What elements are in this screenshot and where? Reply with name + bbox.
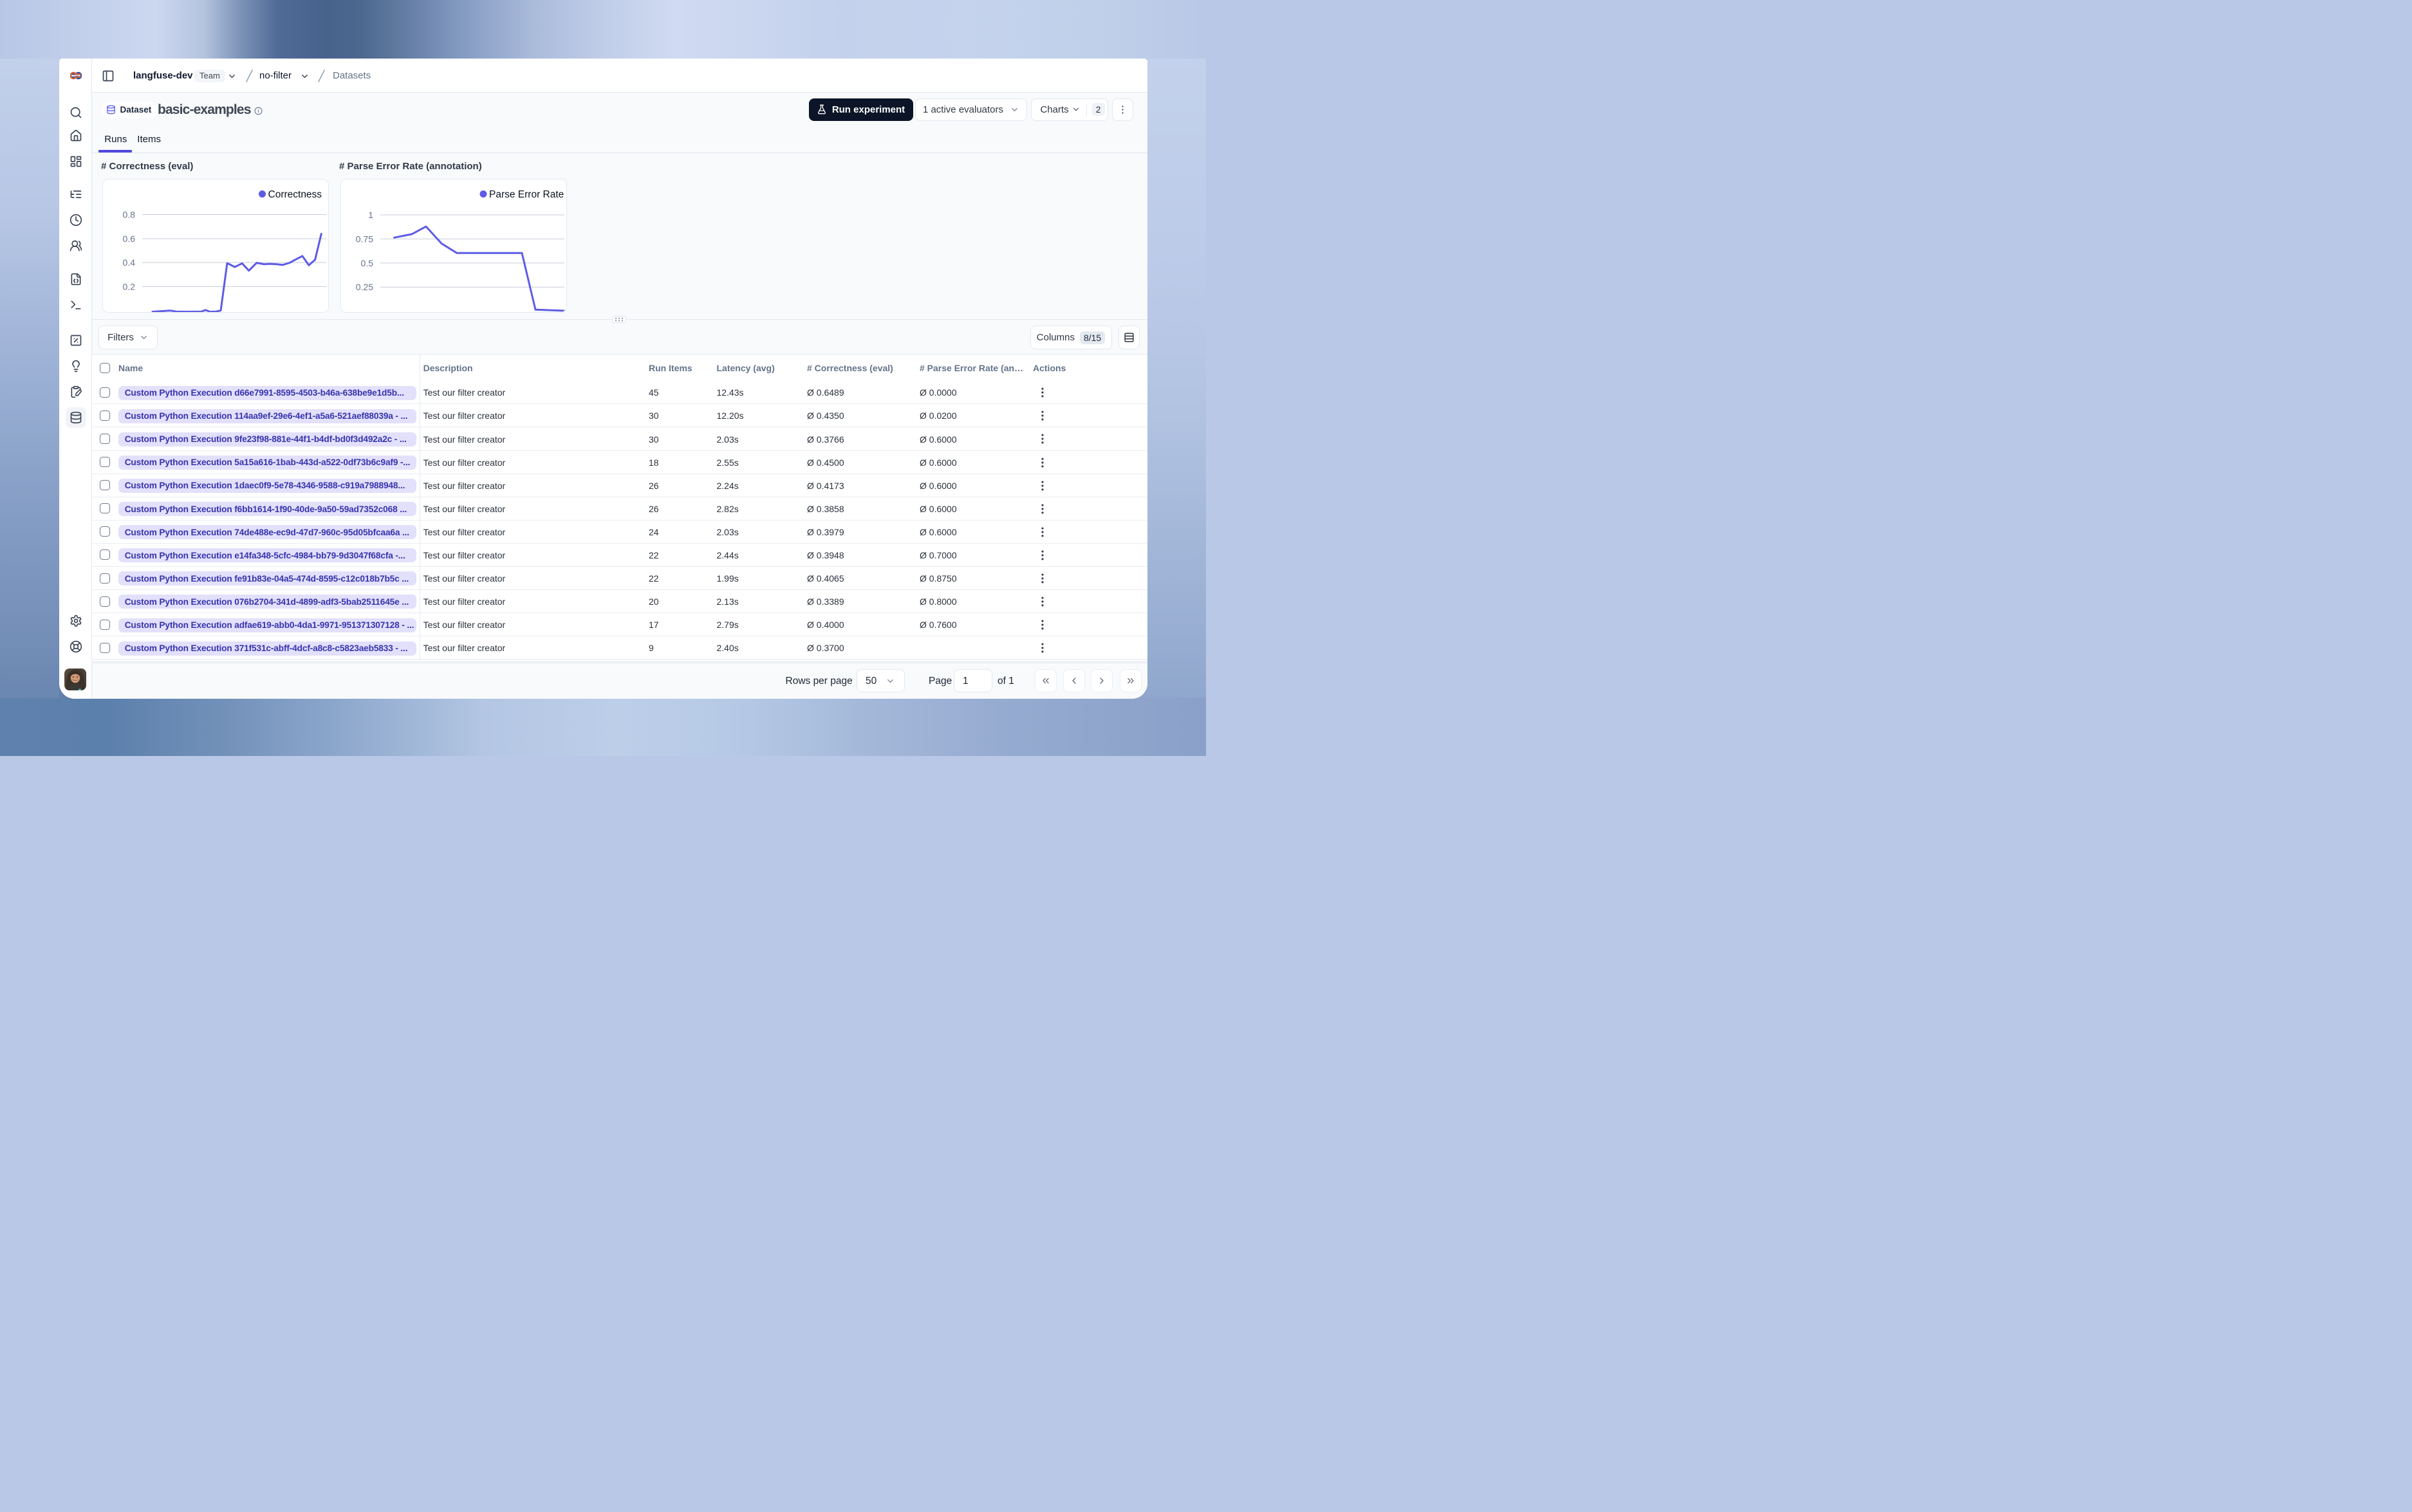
svg-text:0.2: 0.2	[123, 281, 136, 291]
svg-text:0.5: 0.5	[361, 257, 374, 268]
svg-text:Parse Error Rate: Parse Error Rate	[489, 189, 564, 200]
svg-text:0.25: 0.25	[356, 282, 373, 292]
svg-text:0.8: 0.8	[123, 209, 136, 219]
svg-text:0.75: 0.75	[356, 234, 373, 244]
svg-text:Correctness: Correctness	[268, 189, 322, 200]
svg-text:0.4: 0.4	[123, 257, 136, 268]
svg-text:1: 1	[368, 210, 373, 220]
svg-text:0.6: 0.6	[123, 234, 136, 244]
